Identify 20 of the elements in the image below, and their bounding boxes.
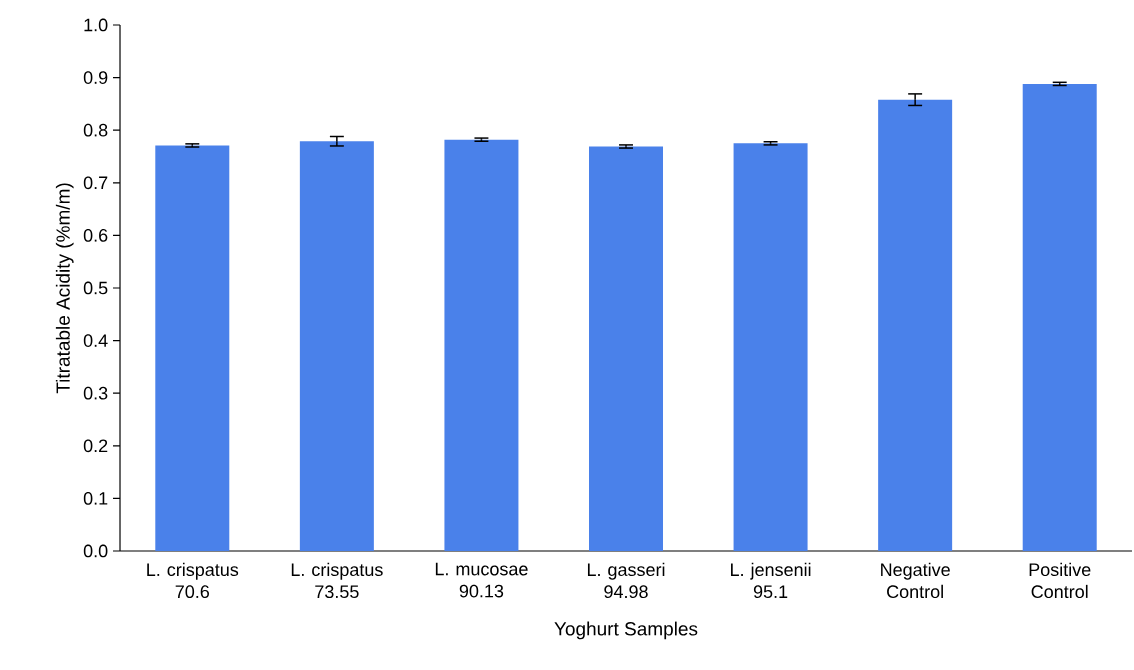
x-tick-label: L. gasseri 94.98 — [587, 562, 665, 599]
x-axis-title: Yoghurt Samples — [554, 621, 698, 640]
y-tick-label: 1.0 — [84, 18, 108, 32]
x-tick-label: L. crispatus 70.6 — [147, 562, 239, 599]
y-tick-label: 0.7 — [83, 176, 108, 190]
y-tick-label: 0.9 — [83, 71, 108, 84]
x-tick-label: Negative Control — [881, 562, 950, 599]
y-tick-label: 0.1 — [83, 492, 108, 505]
y-tick-label: 0.2 — [83, 439, 108, 453]
y-tick-label: 0.0 — [83, 544, 108, 558]
x-tick-label: L. crispatus 73.55 — [291, 562, 383, 599]
y-tick-label: 0.8 — [83, 123, 108, 137]
y-tick-label: 0.4 — [83, 334, 108, 347]
x-tick-label: L. mucosae 90.13 — [435, 562, 528, 598]
y-tick-label: 0.5 — [83, 281, 108, 295]
x-tick-label: L. jensenii 95.1 — [731, 562, 811, 599]
y-tick-label: 0.3 — [83, 386, 108, 400]
y-tick-label: 0.6 — [83, 229, 108, 242]
y-axis-title: Titratable Acidity (%m/m) — [55, 183, 74, 394]
x-tick-label: Positive Control — [1029, 562, 1091, 599]
